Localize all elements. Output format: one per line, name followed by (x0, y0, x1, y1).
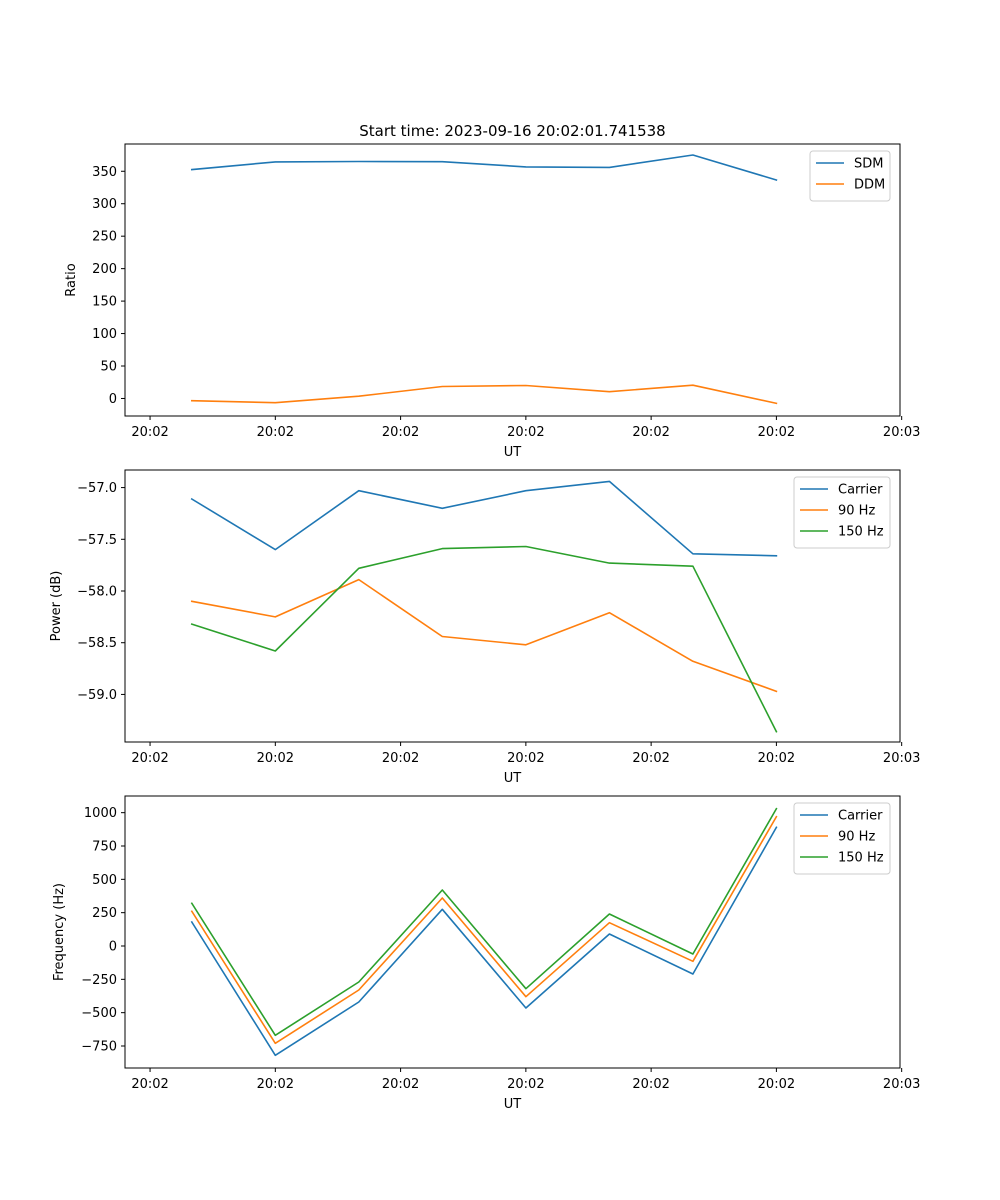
x-tick-label: 20:02 (507, 751, 544, 766)
y-tick-label: 300 (92, 197, 117, 212)
series-line-sdm (190, 154, 778, 181)
legend-label: SDM (854, 157, 883, 172)
y-tick-label: 0 (109, 940, 117, 955)
y-axis-label: Frequency (Hz) (52, 883, 67, 981)
plot-area (124, 143, 901, 417)
y-tick-label: 500 (92, 873, 117, 888)
panel-3: −750 −500 −250 0 250 500 750 1000 20:02 20:02 20:0… (52, 795, 920, 1112)
legend-label: 90 Hz (838, 504, 875, 519)
x-tick-label: 20:02 (758, 425, 795, 440)
x-axis-label: UT (504, 445, 522, 460)
plot-area (124, 795, 901, 1069)
series-line-90-hz (190, 815, 778, 1045)
legend-label: Carrier (838, 483, 883, 498)
y-tick-label: −750 (81, 1040, 117, 1055)
series-line-150-hz (190, 545, 778, 733)
x-tick-label: 20:02 (257, 425, 294, 440)
x-tick-label: 20:03 (883, 1077, 920, 1092)
y-axis-label: Power (dB) (49, 571, 64, 642)
x-tick-label: 20:02 (758, 751, 795, 766)
y-tick-label: 100 (92, 327, 117, 342)
series-line-carrier (190, 826, 778, 1057)
y-tick-label: 250 (92, 906, 117, 921)
x-tick-label: 20:02 (131, 425, 168, 440)
legend: Carrier 90 Hz 150 Hz (793, 802, 891, 875)
series-line-150-hz (190, 807, 778, 1037)
figure-title: Start time: 2023-09-16 20:02:01.741538 (359, 122, 665, 140)
legend-label: 150 Hz (838, 525, 884, 540)
x-tick-label: 20:03 (883, 425, 920, 440)
panel-1: 0 50 100 150 200 250 300 350 20:02 20:02 20:02 20:0… (64, 143, 920, 460)
x-tick-label: 20:02 (758, 1077, 795, 1092)
y-tick-label: 0 (109, 392, 117, 407)
x-tick-label: 20:02 (257, 751, 294, 766)
y-tick-label: 50 (100, 360, 117, 375)
x-tick-label: 20:02 (632, 751, 669, 766)
y-tick-label: 1000 (84, 806, 117, 821)
y-tick-label: 750 (92, 840, 117, 855)
legend-label: 150 Hz (838, 851, 884, 866)
y-tick-label: 200 (92, 262, 117, 277)
series-line-ddm (190, 384, 778, 405)
y-tick-label: 250 (92, 230, 117, 245)
legend: Carrier 90 Hz 150 Hz (793, 476, 891, 549)
x-tick-label: 20:02 (507, 1077, 544, 1092)
y-tick-label: −250 (81, 973, 117, 988)
x-tick-label: 20:02 (382, 751, 419, 766)
legend-label: DDM (854, 178, 885, 193)
y-tick-label: −59.0 (77, 688, 117, 703)
y-tick-label: −58.0 (77, 585, 117, 600)
plot-area (124, 469, 901, 743)
series-line-90-hz (190, 578, 778, 693)
legend-label: 90 Hz (838, 830, 875, 845)
x-tick-label: 20:02 (632, 425, 669, 440)
x-tick-label: 20:02 (382, 1077, 419, 1092)
x-tick-label: 20:02 (131, 1077, 168, 1092)
y-tick-label: −57.0 (77, 481, 117, 496)
x-tick-label: 20:02 (131, 751, 168, 766)
y-tick-label: 350 (92, 165, 117, 180)
y-tick-label: −57.5 (77, 533, 117, 548)
panel-2: −59.0 −58.5 −58.0 −57.5 −57.0 20:02 20:02 20:02… (49, 469, 920, 786)
x-tick-label: 20:02 (507, 425, 544, 440)
series-line-carrier (190, 480, 778, 557)
x-tick-label: 20:02 (257, 1077, 294, 1092)
x-axis-label: UT (504, 1097, 522, 1112)
y-axis-label: Ratio (64, 263, 79, 296)
x-tick-label: 20:02 (632, 1077, 669, 1092)
y-tick-label: 150 (92, 295, 117, 310)
x-tick-label: 20:02 (382, 425, 419, 440)
y-tick-label: −58.5 (77, 636, 117, 651)
legend-label: Carrier (838, 809, 883, 824)
x-tick-label: 20:03 (883, 751, 920, 766)
legend: SDM DDM (809, 150, 891, 202)
y-tick-label: −500 (81, 1006, 117, 1021)
x-axis-label: UT (504, 771, 522, 786)
